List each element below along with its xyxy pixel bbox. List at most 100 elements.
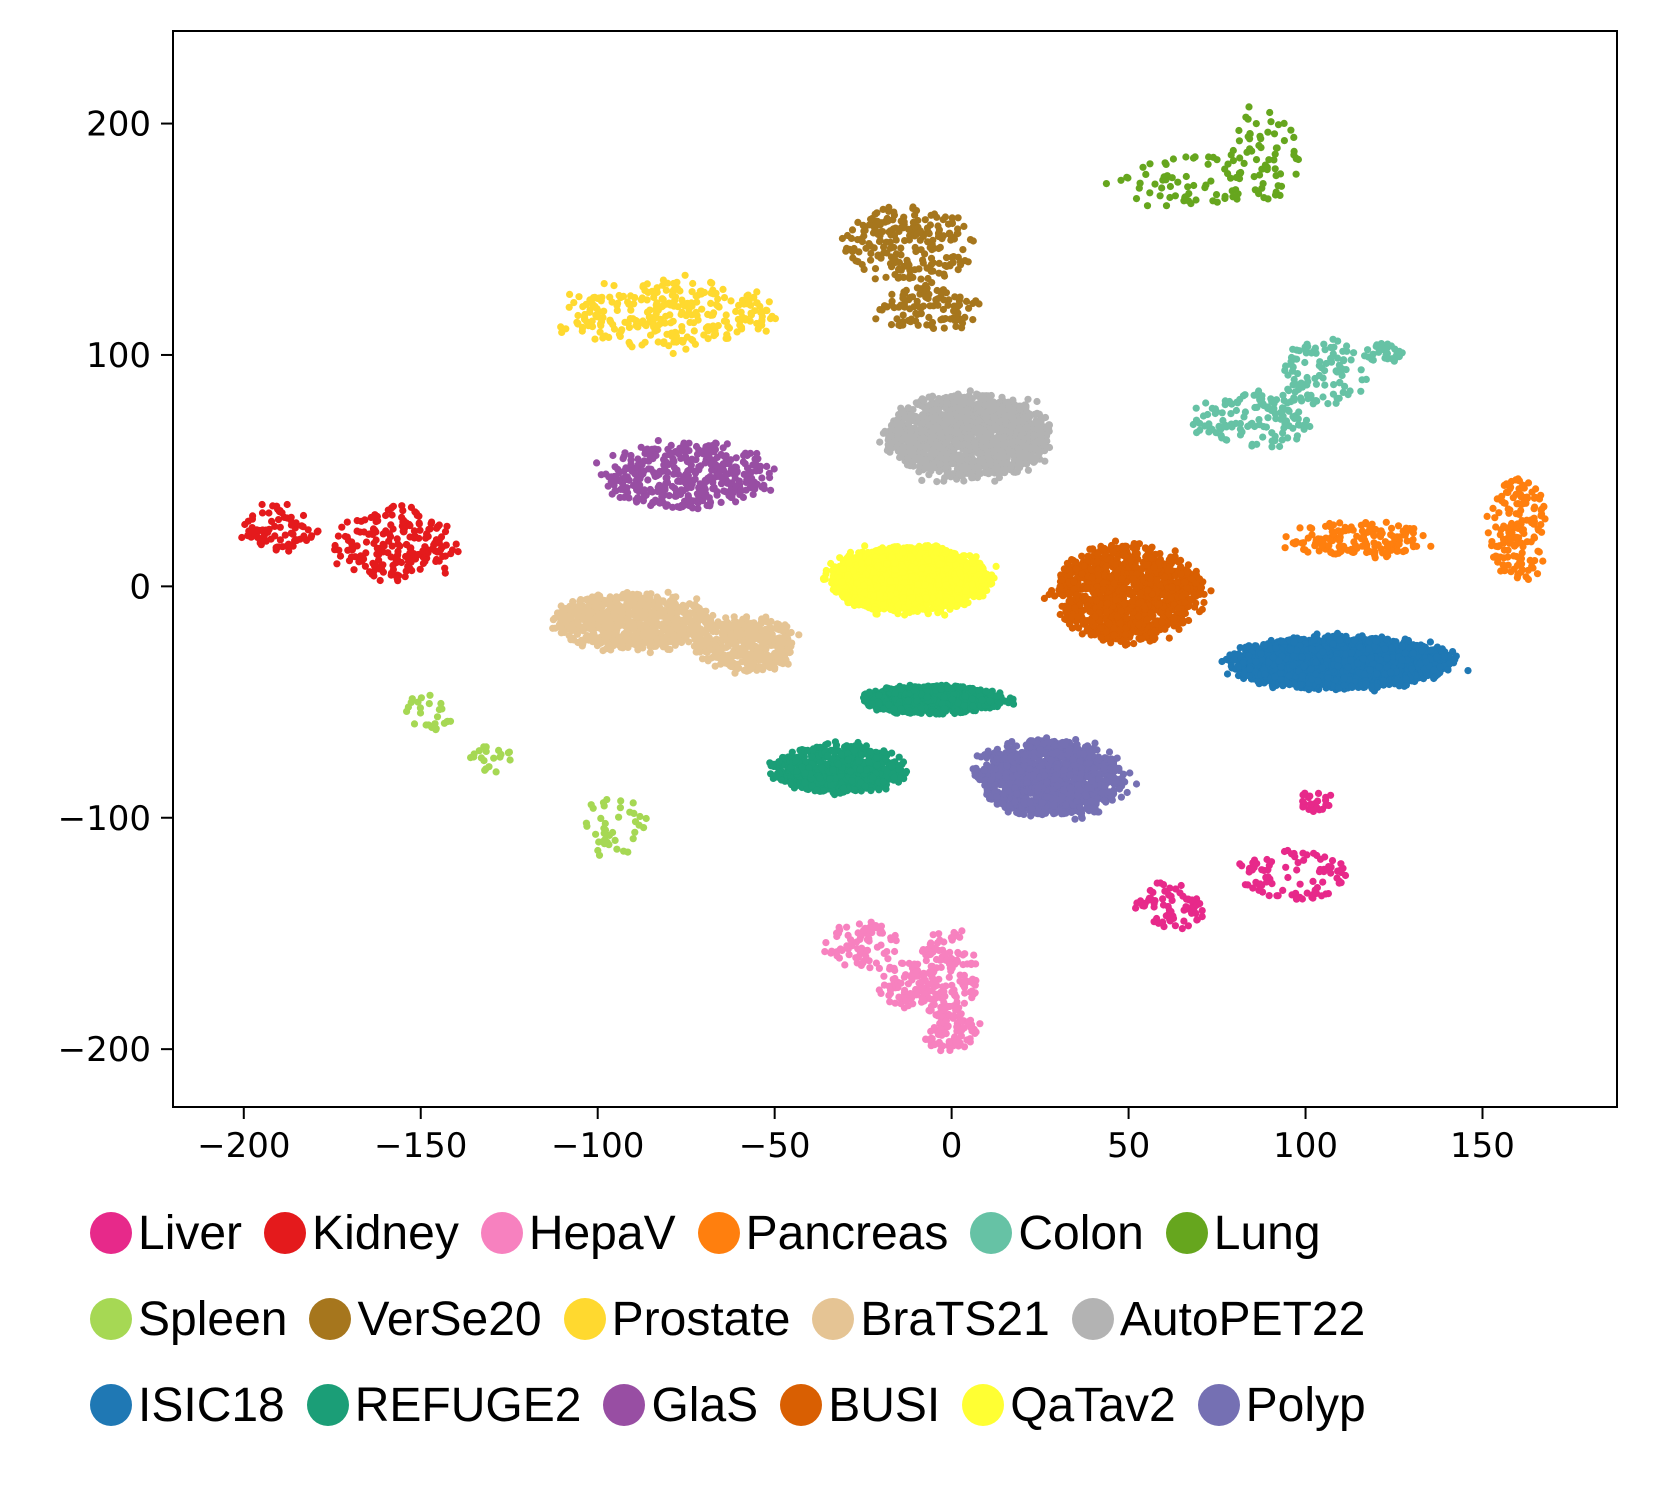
point: [1313, 884, 1321, 892]
point: [1280, 424, 1288, 432]
point: [1318, 537, 1326, 545]
point: [555, 621, 564, 629]
point: [731, 632, 739, 641]
point: [333, 560, 341, 568]
point: [1146, 160, 1154, 168]
point: [860, 232, 868, 240]
point: [353, 517, 361, 525]
point: [1281, 544, 1289, 552]
point: [400, 528, 408, 536]
point: [736, 317, 744, 325]
point: [888, 432, 896, 440]
point: [1251, 403, 1259, 412]
point: [1167, 908, 1175, 916]
point: [592, 830, 600, 838]
point: [1280, 119, 1288, 127]
point: [1146, 189, 1154, 197]
point: [1307, 800, 1315, 808]
point: [1491, 514, 1499, 522]
point: [933, 478, 941, 486]
point: [866, 964, 874, 972]
point: [953, 316, 961, 324]
point: [1255, 886, 1263, 894]
point: [433, 539, 441, 547]
point: [937, 1047, 945, 1055]
point: [1284, 434, 1292, 442]
point: [867, 215, 875, 223]
point: [935, 425, 943, 433]
point: [341, 532, 349, 541]
point: [909, 203, 917, 211]
point: [1291, 388, 1299, 396]
point: [1336, 868, 1345, 876]
point: [1229, 157, 1237, 165]
point: [898, 959, 906, 967]
point: [1009, 396, 1017, 404]
point: [877, 941, 885, 949]
point: [854, 258, 862, 266]
point: [595, 294, 604, 302]
point: [1350, 349, 1358, 357]
point: [1309, 877, 1317, 886]
point: [916, 236, 924, 244]
point: [1136, 179, 1144, 187]
point: [959, 400, 968, 408]
point: [795, 631, 803, 639]
point: [967, 959, 976, 967]
point: [1304, 534, 1312, 542]
point: [883, 214, 891, 222]
point: [384, 506, 392, 514]
point: [274, 516, 283, 524]
point: [1299, 791, 1307, 799]
point: [692, 292, 700, 300]
point: [1162, 160, 1170, 168]
point: [738, 620, 746, 628]
point: [848, 226, 857, 234]
point: [1307, 391, 1315, 399]
point: [631, 595, 639, 603]
point: [435, 548, 443, 556]
point: [1290, 151, 1298, 159]
point: [558, 614, 566, 623]
point: [891, 999, 899, 1007]
point: [1198, 913, 1206, 921]
point: [1495, 509, 1503, 517]
point: [762, 327, 770, 335]
point: [276, 508, 284, 516]
point: [1153, 879, 1161, 887]
point: [969, 472, 977, 480]
point: [900, 218, 908, 226]
point: [1238, 862, 1246, 870]
point: [1535, 495, 1544, 503]
point: [589, 804, 597, 812]
point: [1394, 522, 1403, 530]
point: [863, 946, 871, 955]
point: [1256, 171, 1264, 179]
point: [610, 642, 618, 650]
point: [1192, 404, 1200, 412]
point: [885, 207, 893, 215]
point: [753, 288, 761, 296]
point: [1276, 442, 1284, 451]
point: [627, 306, 635, 314]
point: [406, 533, 414, 541]
point: [360, 555, 368, 563]
point: [419, 547, 427, 555]
point: [1333, 368, 1341, 376]
point: [1202, 399, 1210, 407]
point: [1177, 881, 1185, 890]
point: [697, 611, 705, 619]
point: [407, 544, 415, 552]
point: [950, 392, 959, 400]
point: [909, 991, 917, 1000]
point: [1289, 424, 1297, 432]
point: [1524, 479, 1533, 487]
point: [505, 748, 513, 756]
point: [1102, 180, 1110, 188]
point: [928, 240, 936, 248]
point: [622, 590, 630, 598]
point: [919, 302, 928, 310]
point: [856, 947, 864, 955]
point: [411, 508, 419, 516]
point: [1192, 416, 1201, 424]
